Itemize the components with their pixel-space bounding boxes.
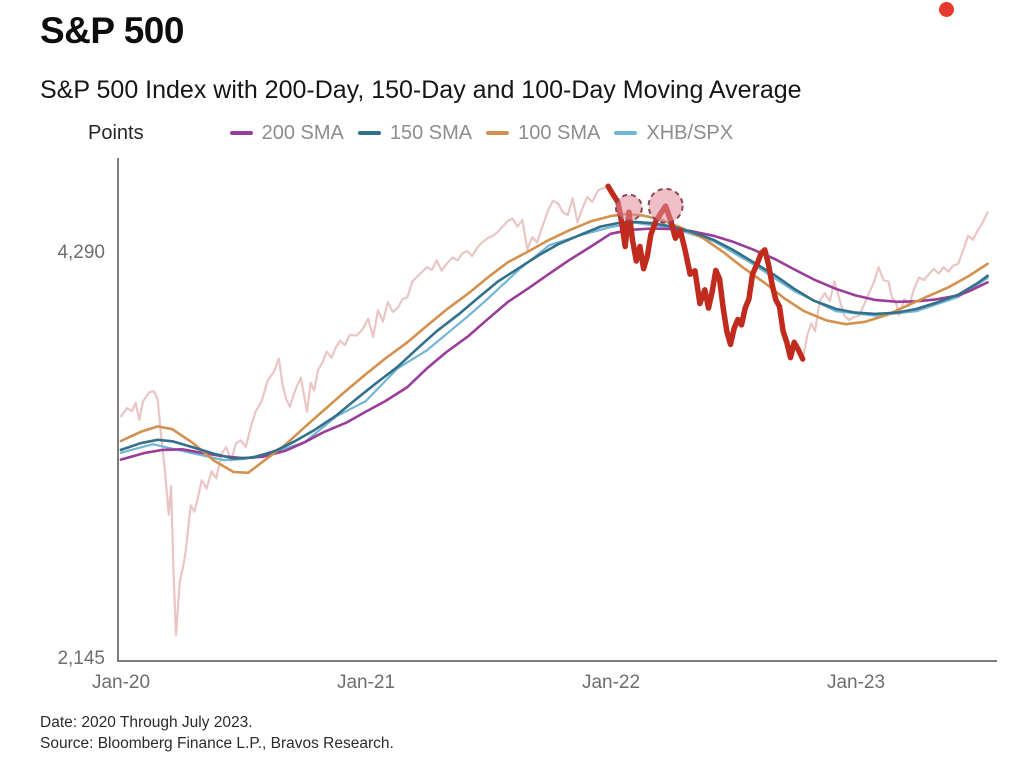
x-tick-jan23: Jan-23 [826, 672, 886, 693]
footnote-source: Source: Bloomberg Finance L.P., Bravos R… [40, 735, 394, 752]
y-tick-4290: 4,290 [57, 242, 105, 263]
record-dot-icon [939, 2, 954, 17]
footnote: Date: 2020 Through July 2023. Source: Bl… [40, 712, 394, 754]
footnote-date: Date: 2020 Through July 2023. [40, 714, 253, 731]
page-title: S&P 500 [40, 10, 184, 51]
legend: Points 200 SMA 150 SMA 100 SMA XHB/SPX [88, 118, 733, 148]
100sma-swatch-icon [486, 131, 510, 135]
x-tick-jan21: Jan-21 [336, 672, 396, 693]
legend-item-150sma: 150 SMA [357, 122, 472, 145]
x-tick-jan22: Jan-22 [581, 672, 641, 693]
legend-item-xhbspx: XHB/SPX [614, 122, 733, 145]
x-tick-jan20: Jan-20 [91, 672, 151, 693]
xhbspx-swatch-icon [614, 131, 638, 135]
chart-subtitle: S&P 500 Index with 200-Day, 150-Day and … [40, 76, 802, 104]
y-axis-title: Points [88, 121, 144, 144]
150sma-swatch-icon [357, 131, 381, 135]
legend-item-100sma: 100 SMA [486, 122, 600, 145]
y-tick-2145: 2,145 [57, 648, 105, 669]
legend-item-200sma: 200 SMA [229, 122, 344, 145]
200sma-swatch-icon [229, 131, 253, 135]
